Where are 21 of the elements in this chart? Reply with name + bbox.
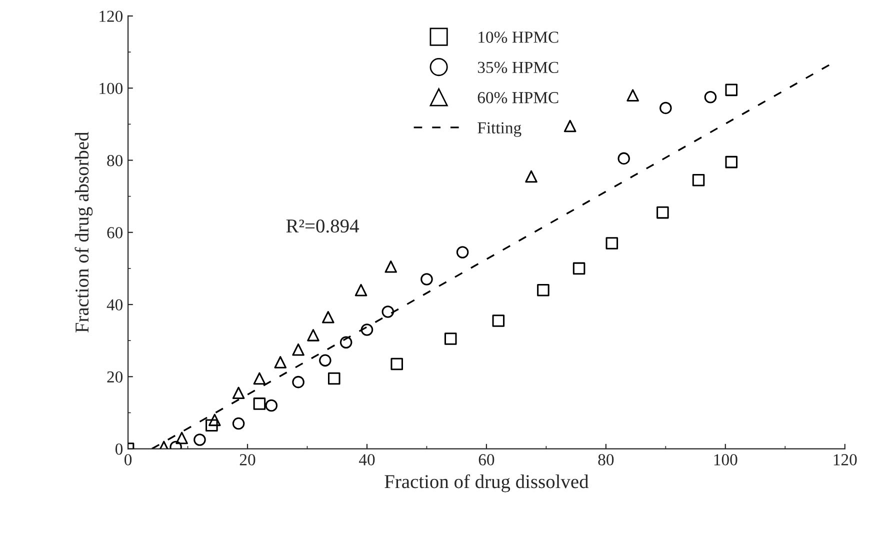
y-tick-label: 80 [107, 154, 123, 166]
x-axis-title: Fraction of drug dissolved [384, 474, 589, 492]
legend-label: Fitting [478, 122, 522, 137]
x-tick-label: 20 [240, 454, 256, 466]
y-tick-label: 100 [100, 82, 123, 94]
y-tick-label: 40 [106, 299, 123, 310]
x-tick-label: 0 [124, 454, 132, 466]
y-tick-label: 20 [107, 371, 123, 383]
annotation: R²=0.894 [286, 219, 359, 233]
x-tick-label: 80 [598, 454, 614, 466]
y-tick-label: 120 [100, 10, 123, 22]
x-tick-label: 100 [714, 454, 738, 466]
y-tick-label: 0 [115, 443, 123, 455]
x-tick-label: 120 [834, 454, 857, 466]
y-tick-label: 60 [107, 227, 123, 238]
x-tick-label: 60 [478, 454, 494, 466]
legend-label: 60% HPMC [478, 92, 558, 104]
y-axis-title: Fraction of drug absorbed [74, 132, 93, 333]
x-tick-label: 40 [358, 454, 375, 466]
legend-label: 35% HPMC [478, 62, 558, 74]
legend-label: 10% HPMC [478, 32, 558, 43]
